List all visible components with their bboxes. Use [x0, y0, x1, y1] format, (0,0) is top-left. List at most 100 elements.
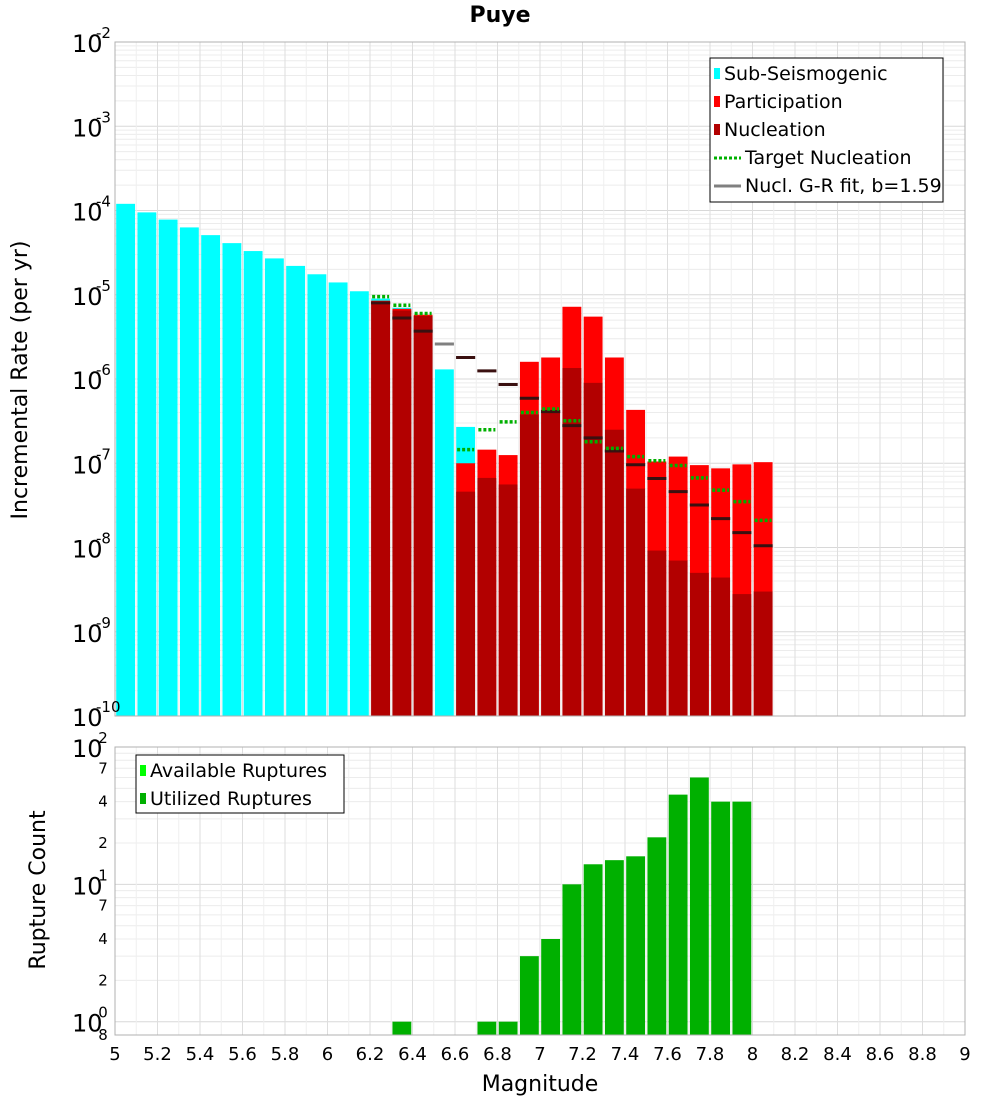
y-tick-label-base: 10	[72, 30, 103, 58]
top-plot-border	[114, 41, 966, 717]
nucleation-bar	[392, 310, 412, 716]
sub-seismogenic-bar	[307, 274, 327, 716]
x-tick-label: 8.6	[866, 1044, 895, 1065]
x-tick-label: 6	[322, 1044, 333, 1065]
count-tick-label-exponent: 0	[98, 1004, 108, 1022]
bottom-legend-swatch	[140, 765, 146, 776]
sub-seismogenic-bar	[328, 282, 348, 716]
sub-seismogenic-bar	[434, 369, 454, 716]
y-axis-label-count: Rupture Count	[26, 810, 51, 970]
sub-seismogenic-bar	[201, 235, 221, 716]
utilized-ruptures-bar	[689, 777, 709, 1035]
x-tick-label: 5.2	[143, 1044, 172, 1065]
nucleation-bar	[583, 382, 603, 716]
nucleation-bar	[689, 572, 709, 716]
y-tick-label-base: 10	[72, 114, 103, 142]
nucleation-bar	[647, 550, 667, 716]
legend-label: Nucleation	[724, 119, 826, 141]
legend-swatch	[714, 96, 720, 107]
bottom-plot-border	[114, 746, 966, 1036]
y-tick-label-base: 10	[72, 367, 103, 395]
utilized-ruptures-bar	[647, 837, 667, 1035]
nucleation-bar	[541, 409, 561, 716]
y-tick-label-exponent: -5	[96, 277, 111, 295]
y-tick-label-exponent: -8	[96, 530, 111, 548]
sub-seismogenic-bar	[243, 251, 263, 717]
x-tick-label: 5.4	[186, 1044, 215, 1065]
y-tick-label-exponent: -6	[96, 361, 111, 379]
nucleation-bar	[456, 491, 476, 716]
nucleation-bar	[732, 594, 752, 716]
utilized-ruptures-bar	[668, 794, 688, 1035]
legend-swatch	[714, 68, 720, 79]
x-tick-label: 6.6	[441, 1044, 470, 1065]
nucleation-bar	[413, 315, 433, 716]
nucleation-bar	[626, 488, 646, 716]
y-tick-label-exponent: -4	[96, 193, 111, 211]
chart-title: Puye	[469, 3, 530, 28]
utilized-ruptures-bar	[392, 1021, 412, 1035]
sub-seismogenic-bar	[349, 291, 369, 716]
y-tick-label-exponent: -2	[96, 24, 111, 42]
utilized-ruptures-bar	[583, 864, 603, 1035]
y-tick-label-base: 10	[72, 536, 103, 564]
x-tick-label: 6.2	[356, 1044, 385, 1065]
y-tick-label-base: 10	[72, 704, 103, 732]
nucleation-bar	[562, 368, 582, 716]
x-tick-label: 5.8	[271, 1044, 300, 1065]
count-minor-tick-label: 4	[98, 930, 108, 948]
x-tick-label: 7	[534, 1044, 545, 1065]
x-axis-label: Magnitude	[482, 1072, 599, 1097]
x-tick-label: 6.4	[398, 1044, 427, 1065]
utilized-ruptures-bar	[498, 1021, 518, 1035]
legend-label: Participation	[724, 91, 843, 113]
utilized-ruptures-bar	[562, 884, 582, 1035]
nucleation-bar	[604, 429, 624, 716]
sub-seismogenic-bar	[158, 219, 178, 716]
bottom-legend-box	[135, 754, 345, 814]
x-tick-label: 5.6	[228, 1044, 257, 1065]
legend-label: Sub-Seismogenic	[724, 63, 888, 85]
x-tick-label: 7.6	[653, 1044, 682, 1065]
sub-seismogenic-bar	[286, 265, 306, 716]
y-axis-label-rate: Incremental Rate (per yr)	[8, 241, 33, 520]
legend-swatch	[714, 124, 720, 135]
utilized-ruptures-bar	[626, 856, 646, 1035]
nucleation-bar	[519, 414, 539, 716]
legend-box	[709, 57, 944, 203]
count-tick-label-exponent: 2	[98, 729, 108, 747]
sub-seismogenic-bar	[179, 227, 199, 716]
nucleation-bar	[753, 591, 773, 716]
nucleation-bar	[371, 302, 391, 716]
count-minor-tick-label: 4	[98, 793, 108, 811]
bottom-legend-label: Available Ruptures	[150, 760, 327, 782]
nucleation-bar	[477, 477, 497, 716]
utilized-ruptures-bar	[477, 1021, 497, 1035]
count-tick-label-base: 10	[72, 735, 103, 763]
count-minor-tick-label: 7	[98, 897, 108, 915]
legend-label: Target Nucleation	[744, 147, 912, 169]
y-tick-label-base: 10	[72, 283, 103, 311]
y-tick-label-exponent: -10	[96, 698, 121, 716]
utilized-ruptures-bar	[519, 956, 539, 1035]
nucleation-bar	[711, 577, 731, 716]
count-tick-label-base: 10	[72, 872, 103, 900]
count-minor-tick-label: 2	[98, 834, 108, 852]
count-tick-label-base: 10	[72, 1010, 103, 1038]
x-tick-label: 5	[109, 1044, 120, 1065]
sub-seismogenic-bar	[264, 258, 284, 716]
x-tick-label: 9	[959, 1044, 970, 1065]
x-tick-label: 8.2	[781, 1044, 810, 1065]
nucleation-bar	[668, 560, 688, 716]
count-minor-tick-label: 2	[98, 971, 108, 989]
utilized-ruptures-bar	[732, 801, 752, 1035]
bottom-legend-swatch	[140, 793, 146, 804]
nucleation-bar	[498, 484, 518, 716]
y-tick-label-base: 10	[72, 620, 103, 648]
utilized-ruptures-bar	[711, 801, 731, 1035]
x-tick-label: 8.4	[823, 1044, 852, 1065]
utilized-ruptures-bar	[541, 939, 561, 1035]
y-tick-label-base: 10	[72, 451, 103, 479]
